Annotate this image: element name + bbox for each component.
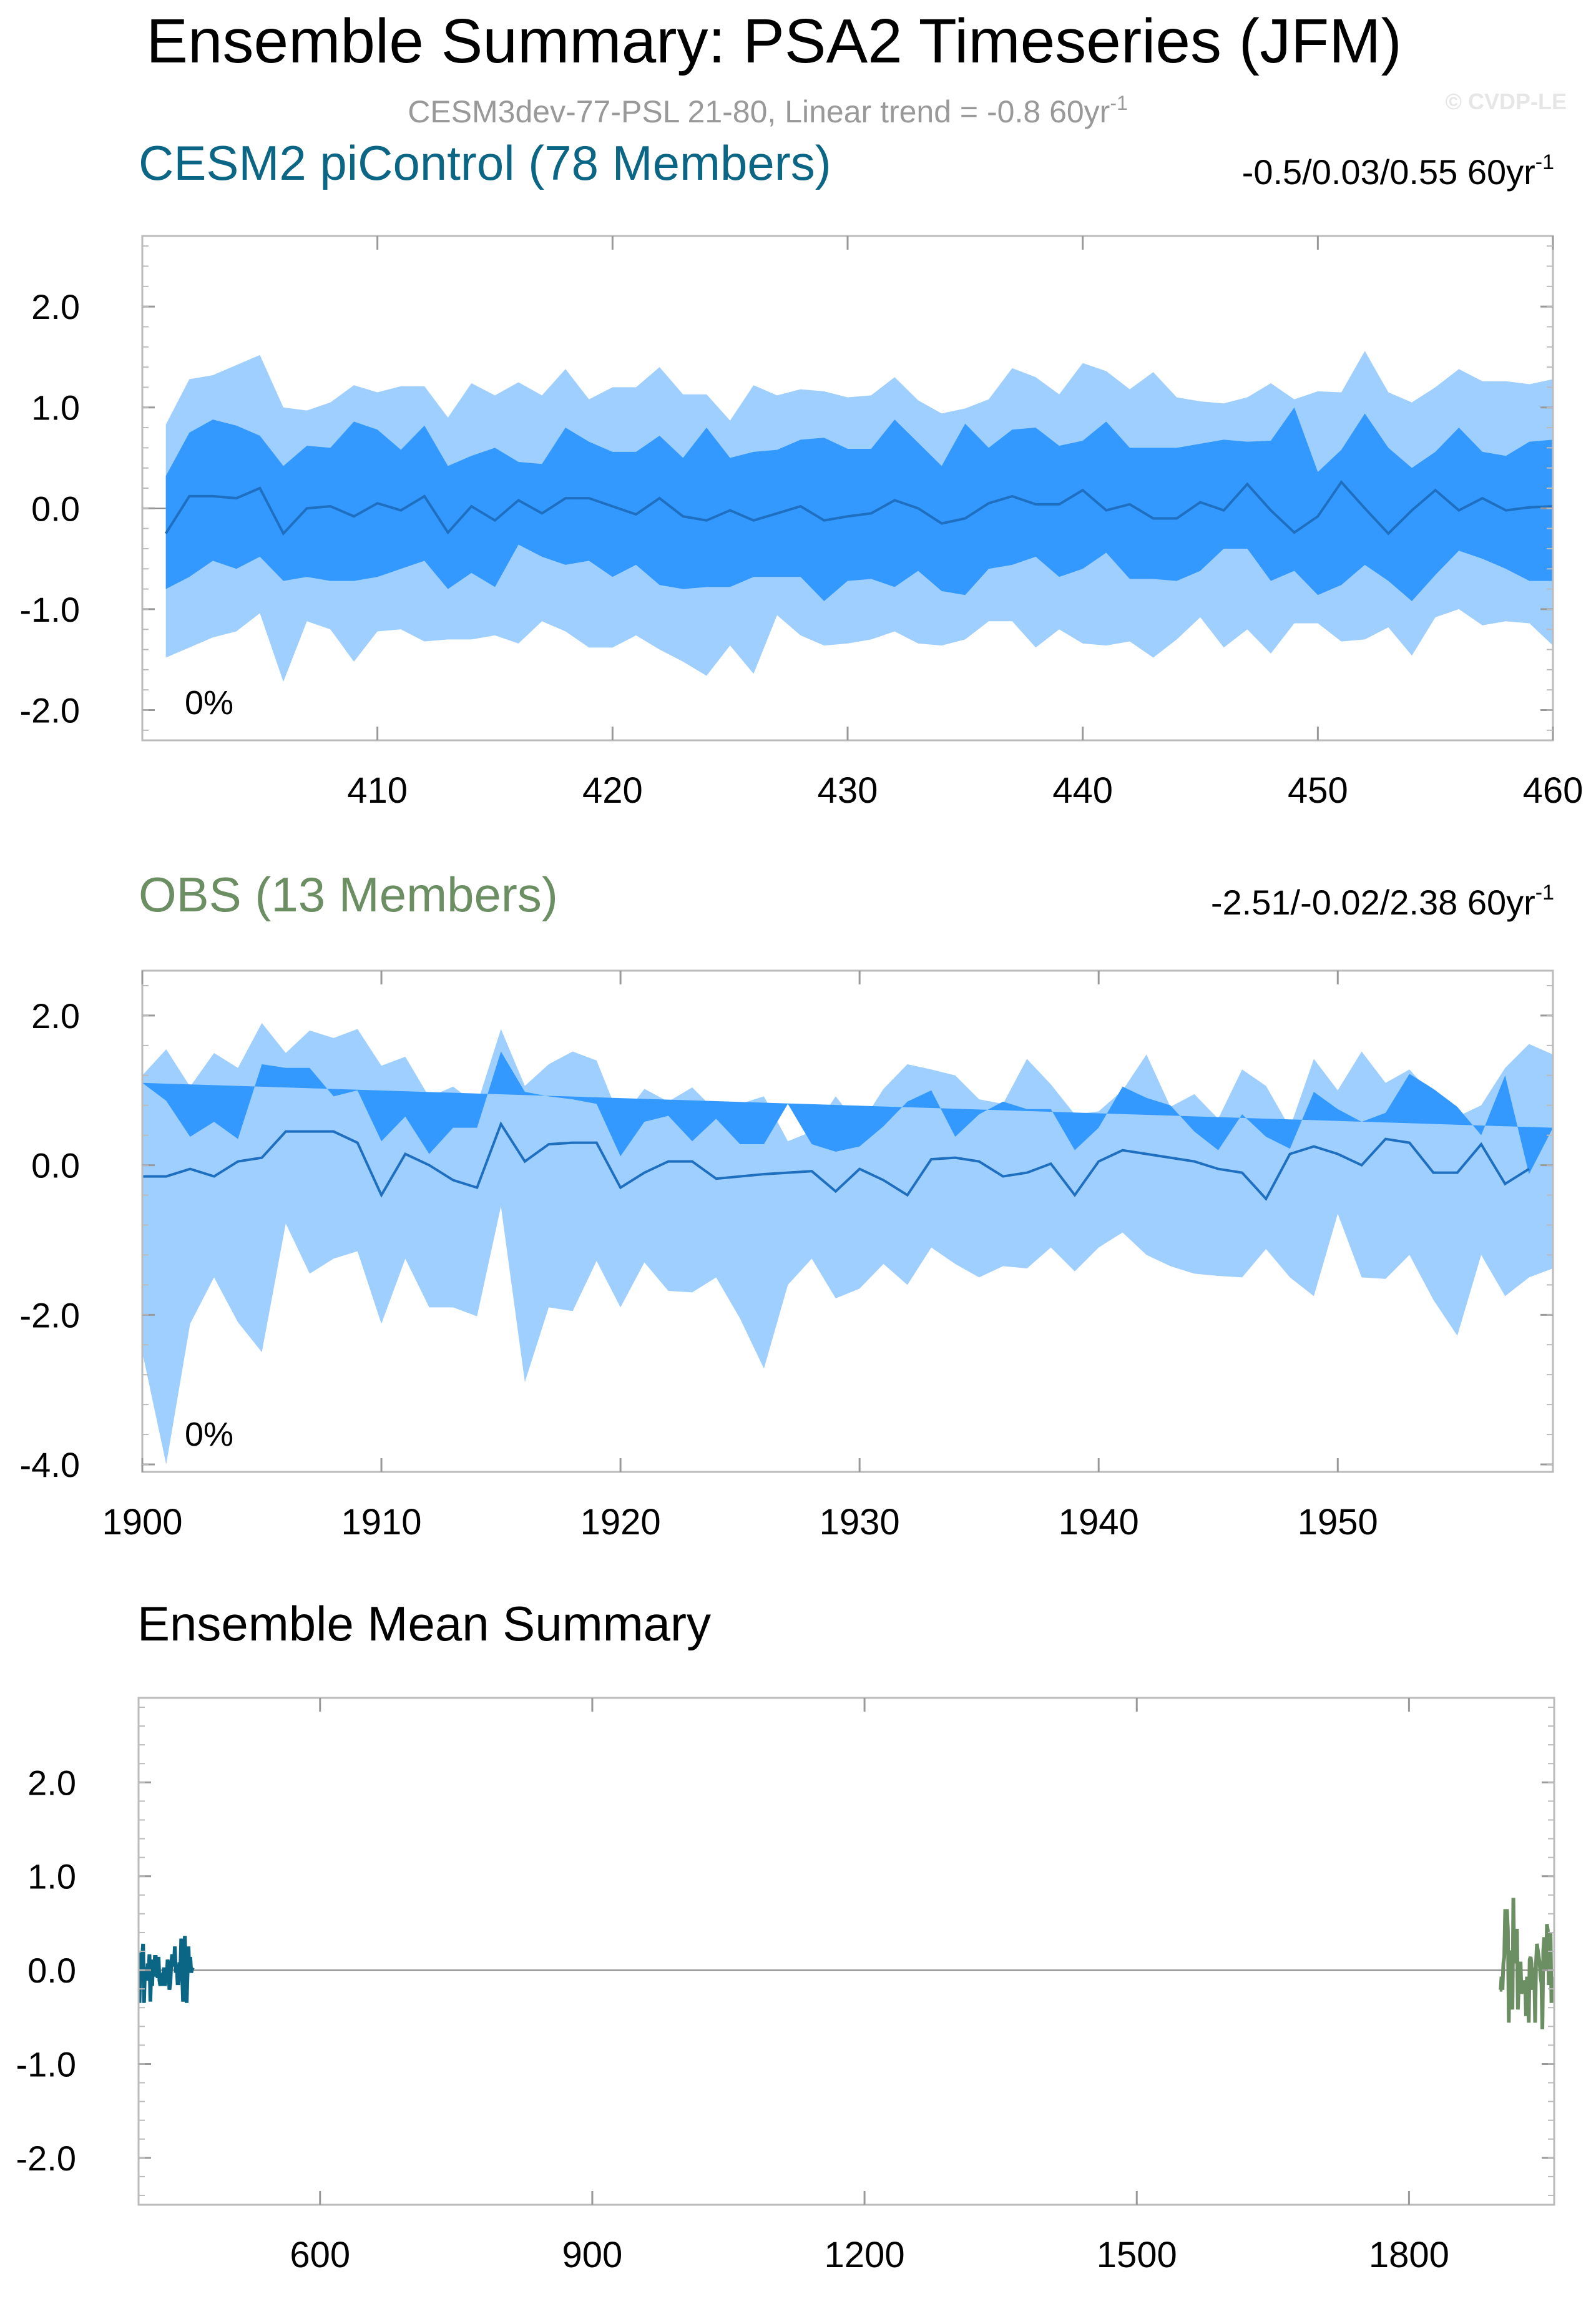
mean_summary-y-tick-label: -1.0 [16,2044,77,2084]
obs-x-tick-label: 1950 [1298,1502,1378,1542]
obs-panel: OBS (13 Members) -2.51/-0.02/2.38 60yr-1… [20,867,1555,1542]
obs-x-tick-label: 1900 [102,1502,182,1542]
cesm-x-tick-label: 420 [582,770,643,811]
obs-x-tick-label: 1930 [820,1502,900,1542]
obs-y-tick-label: 2.0 [31,996,80,1036]
subtitle-exponent: -1 [1110,92,1127,114]
cesm-y-tick-label: 0.0 [31,489,80,528]
mean-summary-panel: Ensemble Mean Summary 2.0 1.0 0.0 -1.0 -2.0 6… [16,1596,1555,2275]
obs-trend-text: -2.51/-0.02/2.38 60yr [1211,883,1535,922]
mean_summary-x-tick-label: 1500 [1097,2235,1177,2275]
cesm-trend-exponent: -1 [1535,150,1554,174]
cesm-x-tick-label: 410 [347,770,408,811]
mean_summary-series-1 [1499,1898,1555,2029]
mean_summary-x-tick-label: 900 [562,2235,623,2275]
mean_summary-plot-frame [137,1697,1555,2206]
mean_summary-y-tick-label: -2.0 [16,2139,77,2178]
mean_summary-y-tick-label: 1.0 [27,1857,76,1896]
obs-x-tick-label: 1920 [580,1502,661,1542]
cesm-x-tick-label: 430 [818,770,878,811]
obs-x-tick-label: 1940 [1059,1502,1139,1542]
cesm-x-tick-label: 460 [1523,770,1584,811]
figure-subtitle: CESM3dev-77-PSL 21-80, Linear trend = -0… [408,92,1128,129]
cesm-ensemble-mean-line [164,480,1554,536]
mean_summary-x-tick-label: 1200 [825,2235,905,2275]
obs-spread-band [142,1051,1553,1174]
mean_summary-x-tick-label: 1800 [1369,2235,1449,2275]
figure-title: Ensemble Summary: PSA2 Timeseries (JFM) [146,6,1402,76]
cesm-spread-band [165,407,1553,601]
cesm-panel-title: CESM2 piControl (78 Members) [139,135,831,190]
obs-y-tick-label: 0.0 [31,1146,80,1185]
obs-trend-exponent: -1 [1535,881,1554,905]
cesm-panel: CESM2 piControl (78 Members) -0.5/0.03/0… [20,135,1584,811]
cesm-x-tick-label: 440 [1052,770,1113,811]
mean_summary-y-tick-label: 0.0 [27,1951,76,1990]
copyright-label: © CVDP-LE [1445,89,1567,114]
cesm-percent-label: 0% [185,684,233,722]
obs-ensemble-mean-line [142,1121,1530,1201]
cesm-y-tick-label: -1.0 [20,590,81,629]
mean_summary-series-0 [137,1936,195,2003]
obs-x-tick-label: 1910 [341,1502,422,1542]
obs-percent-label: 0% [185,1416,233,1453]
cesm-y-tick-label: -2.0 [20,691,81,730]
obs-plot-frame [141,969,1554,1473]
obs-y-tick-label: -2.0 [20,1295,81,1335]
obs-panel-title: OBS (13 Members) [139,867,558,922]
mean-summary-title: Ensemble Mean Summary [137,1596,711,1651]
obs-trend-label: -2.51/-0.02/2.38 60yr-1 [1211,881,1554,922]
obs-range-band [142,1022,1553,1465]
cesm-trend-label: -0.5/0.03/0.55 60yr-1 [1242,150,1554,192]
subtitle-text: CESM3dev-77-PSL 21-80, Linear trend = -0… [408,94,1110,129]
mean_summary-y-tick-label: 2.0 [27,1763,76,1802]
cesm-x-tick-label: 450 [1288,770,1348,811]
obs-y-tick-label: -4.0 [20,1445,81,1484]
cesm-y-tick-label: 1.0 [31,388,80,428]
cesm-y-tick-label: 2.0 [31,287,80,326]
mean_summary-x-tick-label: 600 [290,2235,350,2275]
cesm-trend-text: -0.5/0.03/0.55 60yr [1242,152,1535,192]
